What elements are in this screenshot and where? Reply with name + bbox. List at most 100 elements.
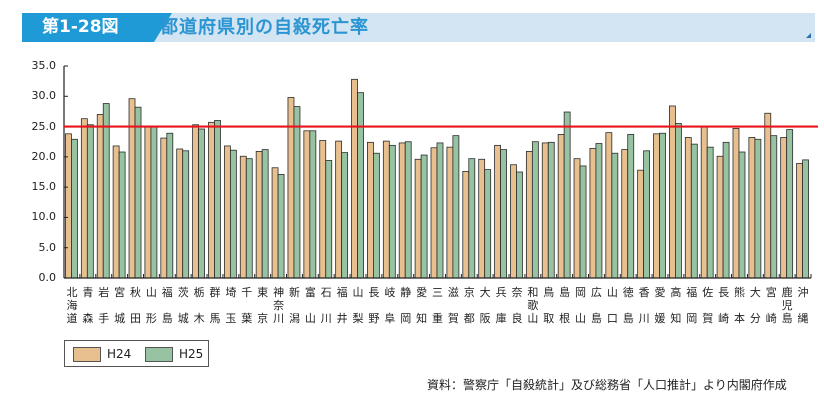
x-tick-label: 長 野 <box>368 286 380 325</box>
bar-h24 <box>478 158 486 279</box>
x-tick-label: 山 口 <box>606 286 618 325</box>
bar-h25 <box>611 152 619 279</box>
bar-h24 <box>764 112 772 279</box>
y-tick-label: 10.0 <box>31 210 57 224</box>
bar-h25 <box>563 111 571 279</box>
x-tick-label: 佐 賀 <box>702 286 714 325</box>
bar-h24 <box>462 170 470 279</box>
x-tick-label: 富 山 <box>304 286 316 325</box>
x-tick-label: 徳 島 <box>622 286 634 325</box>
bar-h25 <box>166 132 174 279</box>
x-tick-label: 広 島 <box>590 286 602 325</box>
bar-h25 <box>452 135 460 279</box>
x-tick-label: 埼 玉 <box>225 286 237 325</box>
bar-h25 <box>261 149 269 279</box>
bar-h24 <box>160 137 168 279</box>
bar-h25 <box>659 132 666 279</box>
y-tick-label: 30.0 <box>31 89 57 103</box>
x-tick-label: 東 京 <box>257 286 269 325</box>
bar-h24 <box>525 151 533 279</box>
x-tick-label: 岐 阜 <box>384 286 396 325</box>
bar-h25 <box>198 128 205 279</box>
x-tick-label: 愛 知 <box>416 286 428 325</box>
bar-h24 <box>351 78 358 279</box>
bar-h25 <box>468 158 476 279</box>
bar-h25 <box>309 130 317 279</box>
x-tick-label: 島 根 <box>559 286 571 325</box>
bar-h24 <box>255 151 263 279</box>
x-tick-label: 長 崎 <box>718 286 730 325</box>
x-tick-label: 大 分 <box>749 286 761 325</box>
bars-group <box>65 78 809 279</box>
y-tick-label: 5.0 <box>38 240 57 254</box>
y-tick-label: 0.0 <box>38 271 57 284</box>
figure-label: 第1-28図 <box>22 13 172 42</box>
bar-h25 <box>531 141 539 279</box>
bar-h25 <box>293 106 301 279</box>
bar-h24 <box>430 147 438 279</box>
x-tick-label: 香 川 <box>638 286 650 325</box>
bar-h25 <box>229 149 237 279</box>
legend: H24 H25 <box>64 340 209 367</box>
bar-h24 <box>382 140 390 279</box>
bar-h24 <box>446 146 454 279</box>
corner-triangle-icon <box>806 33 811 38</box>
x-tick-label: 岡 山 <box>575 286 587 325</box>
x-tick-label: 神 奈 川 <box>273 286 285 325</box>
bar-h24 <box>510 164 517 279</box>
legend-label-h25: H25 <box>179 347 204 361</box>
bar-h25 <box>71 138 78 279</box>
bar-h25 <box>182 150 190 279</box>
bar-h24 <box>80 118 88 279</box>
bar-h24 <box>271 167 279 279</box>
x-tick-label: 熊 本 <box>733 286 745 325</box>
bar-h24 <box>669 105 676 279</box>
bar-h25 <box>102 103 110 279</box>
x-tick-label: 北 海 道 <box>66 286 78 325</box>
bar-h24 <box>589 147 597 279</box>
bar-h24 <box>398 142 406 279</box>
x-tick-label: 茨 城 <box>177 286 189 325</box>
x-tick-label: 山 梨 <box>352 286 364 325</box>
bar-h24 <box>557 134 565 279</box>
x-tick-label: 宮 城 <box>114 286 126 325</box>
bar-h25 <box>690 143 698 279</box>
bar-h25 <box>357 92 364 279</box>
bar-h24 <box>541 142 549 279</box>
legend-swatch-h24 <box>73 347 101 362</box>
x-tick-label: 三 重 <box>432 286 443 325</box>
bar-h25 <box>643 150 651 279</box>
bar-h24 <box>621 149 629 279</box>
bar-h24 <box>653 133 660 279</box>
x-tick-label: 栃 木 <box>193 286 205 325</box>
legend-label-h24: H24 <box>107 347 132 361</box>
x-tick-label: 滋 賀 <box>447 286 459 325</box>
bar-h25 <box>214 120 221 279</box>
bar-h24 <box>573 158 581 279</box>
x-tick-label: 兵 庫 <box>495 286 507 325</box>
bar-h25 <box>373 152 380 279</box>
legend-swatch-h25 <box>145 347 173 362</box>
x-tick-label: 新 潟 <box>288 286 300 325</box>
bar-h24 <box>176 148 184 279</box>
x-tick-label: 福 島 <box>161 286 173 325</box>
bar-h25 <box>86 124 94 279</box>
bar-h25 <box>627 134 635 279</box>
bar-h24 <box>637 169 645 279</box>
bar-h25 <box>341 152 349 279</box>
bar-h24 <box>605 132 613 279</box>
bar-h25 <box>579 165 587 279</box>
bar-h25 <box>547 141 555 279</box>
bar-h24 <box>96 114 104 279</box>
bar-h24 <box>780 137 788 279</box>
bar-h24 <box>144 126 152 279</box>
bar-h25 <box>595 143 603 279</box>
source-note: 資料：警察庁「自殺統計」及び総務省「人口推計」より内閣府作成 <box>427 378 787 392</box>
bar-h24 <box>303 130 311 279</box>
x-tick-label: 福 岡 <box>686 286 698 325</box>
bar-h24 <box>494 144 501 279</box>
bar-h25 <box>738 151 746 279</box>
chart-title: 都道府県別の自殺死亡率 <box>160 17 369 38</box>
x-tick-label: 福 井 <box>336 286 348 325</box>
